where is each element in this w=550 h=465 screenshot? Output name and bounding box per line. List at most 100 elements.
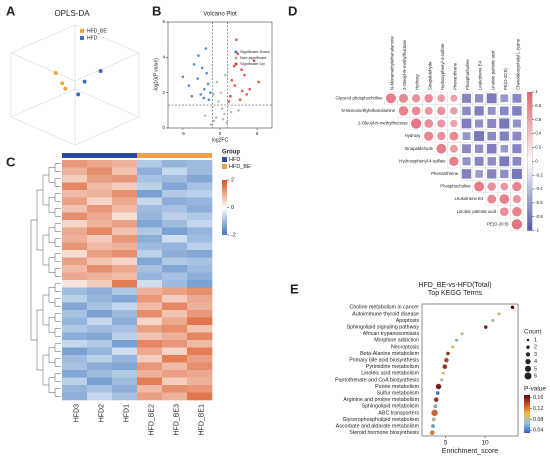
x-tick-label: 10 xyxy=(481,440,489,447)
corr-square xyxy=(474,94,484,103)
heat-cell xyxy=(112,160,138,168)
heat-cell xyxy=(87,325,113,333)
heat-cell xyxy=(112,317,138,326)
column-label: Phosphocholine xyxy=(465,59,470,90)
heat-cell xyxy=(137,242,163,251)
corr-square xyxy=(499,156,510,167)
legend-swatch xyxy=(80,29,84,33)
panel-letter: E xyxy=(290,281,299,296)
heat-cell xyxy=(137,377,163,386)
heat-cell xyxy=(187,227,213,236)
chart-title: Top KEGG Terms xyxy=(428,290,483,297)
heat-cell xyxy=(162,197,188,206)
heat-cell xyxy=(187,287,213,296)
heat-cell xyxy=(162,385,188,393)
row-label: Linoleic palmitic acid xyxy=(457,209,497,214)
heat-cell xyxy=(187,212,213,221)
point xyxy=(252,59,256,63)
heat-cell xyxy=(187,160,213,168)
group-bar xyxy=(62,153,87,158)
point xyxy=(202,96,205,100)
dendrogram xyxy=(48,227,55,243)
corr-circle xyxy=(436,143,447,154)
heat-cell xyxy=(162,250,188,258)
color-tick-label: 0 xyxy=(535,158,538,163)
heat-cell xyxy=(87,355,113,363)
corr-square xyxy=(512,144,522,154)
heat-cell xyxy=(87,265,113,273)
heat-cell xyxy=(87,295,113,303)
heat-cell xyxy=(112,205,138,213)
column-label: HFD1 xyxy=(123,404,130,422)
heat-cell xyxy=(112,377,138,386)
heat-cell xyxy=(62,272,88,281)
point xyxy=(223,73,227,77)
point xyxy=(187,84,191,87)
heat-cell xyxy=(87,377,113,386)
column-label: 2-Oleoyl-N-methylfructose xyxy=(402,39,407,90)
heat-cell xyxy=(162,355,188,363)
heat-cell xyxy=(162,160,188,168)
heat-cell xyxy=(137,220,163,228)
point xyxy=(197,54,200,57)
dendrogram xyxy=(54,343,61,352)
point xyxy=(227,100,231,103)
heat-cell xyxy=(112,287,138,296)
heat-cell xyxy=(187,242,213,251)
heat-cell xyxy=(87,205,113,213)
legend-label: HFD_BE xyxy=(87,28,107,34)
point xyxy=(203,114,207,117)
column-label: Sinapaldehyde xyxy=(427,61,432,90)
heat-cell xyxy=(87,160,113,168)
color-bar xyxy=(524,395,530,433)
heat-cell xyxy=(87,332,113,341)
color-tick-label: 0.4 xyxy=(535,131,542,136)
heat-cell xyxy=(62,242,88,251)
heat-cell xyxy=(62,197,88,206)
color-tick-label: 0.12 xyxy=(533,406,543,412)
legend-label: 3 xyxy=(534,352,537,358)
bubble xyxy=(435,391,440,395)
corr-circle xyxy=(385,93,396,104)
heat-cell xyxy=(112,347,138,356)
corr-circle xyxy=(449,144,458,153)
y-tick-label: 0 xyxy=(162,125,165,130)
heat-cell xyxy=(112,362,138,371)
heat-cell xyxy=(87,175,113,183)
dendrogram xyxy=(54,238,61,247)
heat-cell xyxy=(137,167,163,176)
heat-cell xyxy=(162,272,188,281)
heat-cell xyxy=(162,377,188,386)
heat-cell xyxy=(112,280,138,288)
chart-title: HFD_BE-vs-HFD(Total) xyxy=(418,282,491,289)
box-edge xyxy=(10,88,76,118)
dendrogram xyxy=(54,268,61,277)
y-tick-label: Arginine and proline metabolism xyxy=(343,397,419,403)
point xyxy=(206,82,210,86)
heat-cell xyxy=(62,160,88,168)
legend-label: 6 xyxy=(534,373,537,379)
point xyxy=(219,91,223,94)
corr-circle xyxy=(450,107,458,115)
legend-bubble xyxy=(524,365,532,372)
chart-title: Volcano Plot xyxy=(203,12,237,18)
corr-square xyxy=(486,143,497,154)
point xyxy=(243,73,246,77)
heat-cell xyxy=(137,310,163,318)
corr-square xyxy=(462,106,471,116)
heat-cell xyxy=(62,340,88,348)
row-label: Hydroxyphenyl-4-sulfate xyxy=(399,158,446,163)
point xyxy=(212,93,215,96)
heat-cell xyxy=(112,265,138,273)
heat-cell xyxy=(112,355,138,363)
dendrogram xyxy=(54,163,61,172)
color-tick-label: -0.8 xyxy=(535,214,543,219)
heat-cell xyxy=(137,175,163,183)
heat-cell xyxy=(62,205,88,213)
heat-cell xyxy=(87,227,113,236)
corr-circle xyxy=(410,118,422,129)
y-tick-label: Apoptosis xyxy=(396,318,420,324)
bubble xyxy=(441,371,445,375)
legend-label: HFD xyxy=(87,35,98,41)
color-tick-label: -0.6 xyxy=(535,200,543,205)
